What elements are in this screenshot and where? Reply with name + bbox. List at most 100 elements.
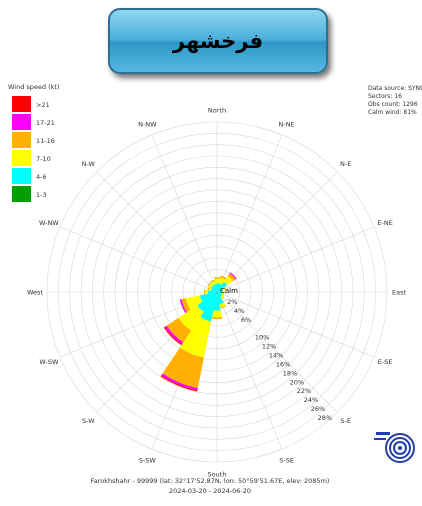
grid-spoke: [151, 134, 218, 293]
legend-label: 11-16: [36, 137, 55, 145]
grid-spoke: [216, 226, 375, 293]
petal-south-bin-3: [211, 317, 223, 320]
petal-east-bin-1: [217, 291, 223, 293]
direction-label: S-E: [340, 417, 351, 425]
petal-n-e-bin-1: [217, 281, 228, 292]
petal-n-e-bin-4: [229, 272, 237, 280]
petal-w-sw-bin-4: [179, 299, 187, 314]
direction-label: N-NW: [138, 120, 157, 128]
petal-east-bin-2: [222, 290, 224, 294]
legend-swatch: [12, 96, 31, 112]
petal-s-w-bin-3: [166, 317, 192, 343]
direction-label: E-SE: [378, 358, 393, 366]
petal-n-nw-bin-2: [210, 280, 216, 286]
petal-s-se-bin-1: [217, 292, 224, 305]
petal-w-sw-bin-2: [185, 295, 203, 310]
ring-label: 2%: [227, 298, 237, 306]
petal-n-e-bin-2: [223, 275, 234, 286]
petal-n-nw-bin-3: [210, 279, 215, 283]
footer-station: Farokhshahr - 99999 (lat: 32°17'52.87N, …: [91, 477, 330, 485]
petal-south-bin-0: [216, 292, 218, 294]
grid-spoke: [216, 134, 283, 293]
petal-e-se-bin-2: [221, 292, 224, 296]
petal-s-sw-bin-3: [162, 347, 204, 389]
legend-swatch: [12, 150, 31, 166]
ring-label: 20%: [290, 378, 304, 386]
title-badge: فرخشهر: [108, 8, 328, 74]
legend: Wind speed (kt) >21 17-21 11-16 7-10 4-6 1-3: [8, 83, 60, 202]
petal-n-w-bin-2: [208, 283, 213, 288]
direction-label: N-E: [340, 160, 351, 168]
legend-swatch: [12, 186, 31, 202]
ring-label: 10%: [255, 334, 269, 342]
direction-label: South: [208, 471, 227, 479]
stats-line: Obs count: 1296: [368, 101, 418, 108]
petal-north-bin-1: [215, 283, 219, 292]
petal-n-w-bin-1: [210, 285, 217, 292]
ring-labels: 2%4%6% 10%12%14%16%18%20%22%24%26%28%: [227, 298, 332, 422]
ring-label: 26%: [311, 405, 325, 413]
legend-swatch: [12, 114, 31, 130]
petal-s-sw-bin-5: [160, 375, 198, 392]
petal-n-w-bin-3: [207, 282, 212, 287]
legend-label: >21: [36, 101, 50, 109]
legend-swatch: [12, 168, 31, 184]
petal-s-e-bin-2: [220, 295, 225, 300]
petal-n-ne-bin-3: [219, 275, 227, 280]
legend-swatch: [12, 132, 31, 148]
direction-label: W-SW: [39, 358, 59, 366]
legend-label: 4-6: [36, 173, 47, 181]
direction-label: North: [208, 107, 226, 115]
petal-s-se-bin-3: [220, 305, 227, 309]
wind-petals: [160, 272, 237, 392]
grid-spoke: [216, 171, 338, 293]
petal-s-se-bin-2: [219, 302, 226, 308]
ring-label: 4%: [234, 307, 244, 315]
petal-n-e-bin-3: [227, 273, 236, 282]
direction-label: S-W: [82, 417, 95, 425]
grid-spoke: [216, 291, 283, 450]
grid-spoke: [216, 291, 338, 413]
ring-label: 28%: [318, 414, 332, 422]
direction-label: West: [27, 289, 43, 297]
petal-north-bin-3: [214, 277, 220, 280]
petal-w-sw-bin-3: [181, 298, 191, 313]
petal-n-ne-bin-2: [218, 277, 226, 285]
ring-label: 24%: [304, 396, 318, 404]
direction-label: S-SW: [139, 457, 157, 465]
polar-grid: [46, 121, 388, 463]
petal-s-e-bin-1: [217, 292, 223, 298]
page-title: فرخشهر: [172, 29, 264, 53]
stats-line: Sectors: 16: [368, 93, 402, 100]
ring-label: 16%: [276, 360, 290, 368]
ring-label: 22%: [297, 387, 311, 395]
ring-label: 6%: [241, 316, 251, 324]
petal-e-ne-bin-2: [222, 287, 226, 291]
legend-label: 7-10: [36, 155, 51, 163]
grid-spoke: [59, 226, 218, 293]
petal-north-bin-2: [214, 278, 220, 284]
petal-s-w-bin-1: [197, 292, 217, 312]
petal-w-nw-bin-3: [207, 286, 210, 291]
legend-label: 1-3: [36, 191, 47, 199]
petal-s-sw-bin-2: [179, 316, 212, 358]
petal-n-nw-bin-1: [212, 284, 217, 292]
direction-label: W-NW: [39, 219, 59, 227]
petal-s-e-bin-3: [221, 296, 225, 300]
ring-label: 18%: [283, 369, 297, 377]
petal-west-bin-3: [203, 289, 206, 295]
petal-s-sw-bin-0: [216, 292, 217, 294]
petal-s-w-bin-5: [163, 326, 183, 346]
petal-south-bin-2: [212, 310, 222, 318]
ring-label: 12%: [262, 343, 276, 351]
petal-s-w-bin-4: [164, 325, 184, 345]
petal-south-bin-1: [213, 293, 221, 311]
stats-line: Data source: SYNOP: [368, 85, 422, 92]
direction-label: E-NE: [377, 219, 392, 227]
petal-s-w-bin-2: [178, 305, 204, 331]
grid-spoke: [96, 171, 218, 293]
petal-s-sw-bin-1: [200, 293, 217, 322]
petal-n-e-bin-0: [217, 291, 218, 292]
